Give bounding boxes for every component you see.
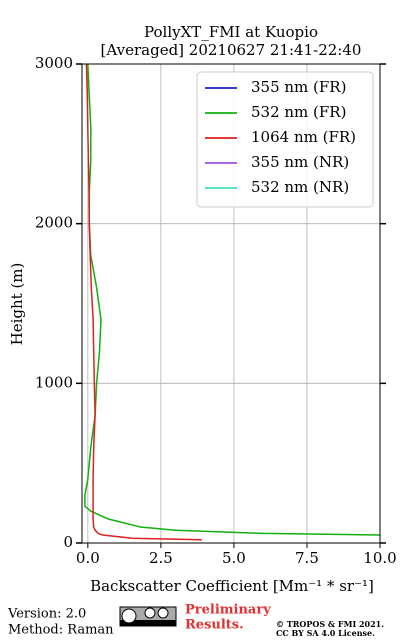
x-tick-label: 2.5: [149, 549, 173, 567]
preliminary: Preliminary: [185, 603, 271, 618]
y-tick-label: 1000: [35, 373, 73, 391]
legend-label: 532 nm (FR): [251, 103, 346, 121]
y-tick-label: 0: [63, 533, 73, 551]
y-tick-label: 2000: [35, 214, 73, 232]
legend-label: 355 nm (NR): [251, 153, 349, 171]
legend-label: 532 nm (NR): [251, 178, 349, 196]
method: Method: Raman: [8, 623, 114, 638]
license: CC BY SA 4.0 License.: [276, 628, 375, 638]
plot-frame: [81, 63, 381, 544]
version: Version: 2.0: [7, 607, 86, 622]
x-tick-label: 7.5: [295, 549, 319, 567]
legend-label: 355 nm (FR): [251, 78, 346, 96]
copyright: © TROPOS & FMI 2021.: [276, 619, 384, 629]
cc-logo: [119, 606, 177, 627]
x-axis-label: Backscatter Coefficient [Mm⁻¹ * sr⁻¹]: [90, 577, 374, 595]
chart-title: PollyXT_FMI at Kuopio: [144, 23, 318, 41]
legend-label: 1064 nm (FR): [251, 128, 356, 146]
series-line: [85, 64, 202, 541]
series-line: [84, 64, 380, 536]
chart-subtitle: [Averaged] 20210627 21:41-22:40: [101, 41, 362, 59]
x-tick-label: 10.0: [363, 549, 396, 567]
y-tick-label: 3000: [35, 54, 73, 72]
legend-box: [196, 71, 374, 208]
x-tick-label: 0.0: [76, 549, 100, 567]
preliminary: Results.: [185, 618, 244, 633]
x-tick-label: 5.0: [222, 549, 246, 567]
y-axis-label: Height (m): [8, 263, 26, 346]
